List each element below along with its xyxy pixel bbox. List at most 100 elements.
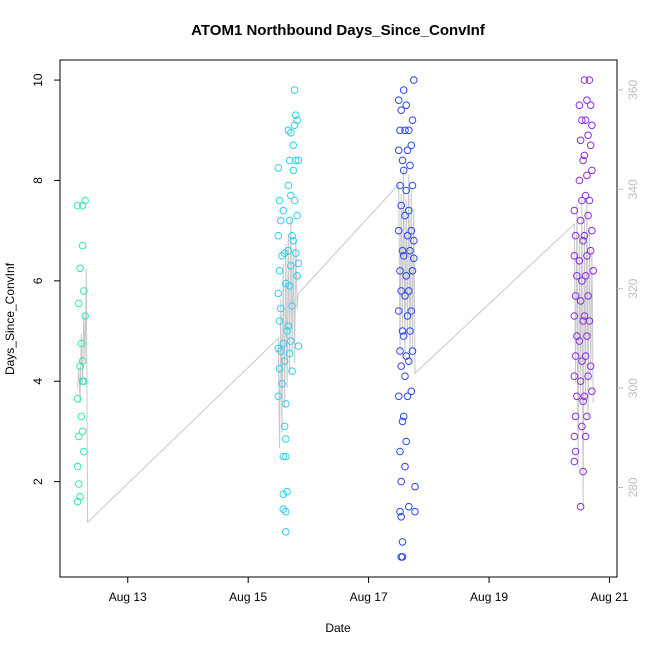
data-point bbox=[73, 201, 82, 210]
x-axis-label: Date bbox=[325, 621, 351, 635]
data-point bbox=[399, 86, 408, 94]
data-point bbox=[77, 412, 86, 421]
data-point bbox=[80, 287, 88, 295]
data-point bbox=[397, 201, 406, 210]
data-point bbox=[576, 377, 585, 386]
data-point bbox=[399, 332, 408, 340]
data-point bbox=[581, 272, 590, 280]
data-point bbox=[588, 121, 596, 130]
data-point bbox=[401, 292, 409, 300]
data-point bbox=[578, 422, 586, 431]
data-point bbox=[405, 126, 413, 135]
data-point bbox=[397, 477, 406, 486]
data-point bbox=[398, 553, 407, 561]
data-point bbox=[280, 357, 289, 366]
data-point bbox=[571, 352, 580, 360]
data-point bbox=[405, 357, 413, 366]
data-point bbox=[579, 467, 587, 476]
data-point bbox=[571, 292, 580, 300]
data-point bbox=[274, 231, 283, 240]
data-point bbox=[293, 116, 301, 124]
data-point bbox=[279, 452, 288, 461]
data-point bbox=[584, 211, 592, 220]
data-point bbox=[278, 380, 286, 388]
data-point bbox=[288, 367, 296, 376]
data-point bbox=[408, 116, 417, 124]
data-point bbox=[586, 101, 595, 109]
data-point bbox=[289, 236, 298, 245]
data-point bbox=[585, 196, 594, 205]
y-axis-label: Days_Since_ConvInf bbox=[3, 262, 17, 375]
data-point bbox=[292, 156, 300, 165]
data-point bbox=[579, 156, 587, 165]
data-point bbox=[75, 432, 83, 441]
data-point bbox=[578, 277, 586, 285]
data-point bbox=[575, 257, 584, 265]
data-point bbox=[575, 101, 584, 109]
data-point bbox=[583, 96, 591, 104]
data-point bbox=[570, 457, 579, 466]
data-point bbox=[571, 447, 580, 456]
data-point bbox=[405, 206, 413, 215]
data-point bbox=[279, 490, 288, 499]
data-point bbox=[410, 76, 418, 84]
data-point bbox=[580, 392, 589, 401]
data-point bbox=[398, 246, 407, 255]
data-point bbox=[284, 181, 293, 190]
data-point bbox=[279, 206, 288, 215]
data-point bbox=[397, 513, 406, 521]
data-point bbox=[570, 432, 579, 441]
data-point bbox=[571, 231, 580, 240]
data-point bbox=[407, 141, 416, 150]
data-point bbox=[579, 236, 587, 245]
data-point bbox=[394, 392, 403, 401]
data-point bbox=[583, 252, 591, 260]
data-point bbox=[394, 226, 403, 235]
data-point bbox=[290, 196, 299, 205]
data-point bbox=[403, 392, 412, 401]
data-point bbox=[401, 126, 409, 135]
data-point bbox=[571, 412, 580, 421]
data-point bbox=[576, 136, 585, 145]
data-point bbox=[81, 312, 89, 320]
data-point bbox=[581, 191, 590, 200]
data-point bbox=[573, 392, 581, 401]
data-point bbox=[294, 342, 303, 350]
data-point bbox=[293, 211, 301, 220]
data-point bbox=[275, 267, 284, 275]
data-point bbox=[576, 216, 585, 225]
data-point bbox=[398, 417, 407, 426]
data-point bbox=[399, 166, 408, 175]
data-point bbox=[407, 387, 416, 396]
data-point bbox=[287, 262, 295, 270]
data-point bbox=[274, 164, 283, 172]
data-point bbox=[274, 392, 283, 401]
data-point bbox=[578, 116, 586, 124]
data-point bbox=[399, 252, 408, 260]
data-point bbox=[292, 249, 300, 257]
data-point bbox=[282, 435, 290, 443]
data-point bbox=[401, 211, 409, 220]
data-point bbox=[73, 462, 82, 471]
data-point bbox=[397, 287, 406, 295]
data-point bbox=[282, 452, 290, 461]
data-point bbox=[397, 106, 406, 114]
data-point bbox=[405, 287, 413, 295]
data-point bbox=[586, 362, 595, 371]
data-point bbox=[585, 76, 594, 84]
data-point bbox=[80, 447, 88, 456]
data-point bbox=[292, 111, 300, 119]
y2-tick-label: 360 bbox=[626, 79, 640, 99]
data-point bbox=[285, 349, 294, 358]
x-tick-label: Aug 19 bbox=[470, 590, 508, 604]
data-point bbox=[581, 352, 590, 360]
data-point bbox=[576, 502, 585, 511]
data-point bbox=[576, 297, 585, 305]
data-point bbox=[288, 302, 296, 310]
y-tick-label: 4 bbox=[31, 378, 45, 385]
data-point bbox=[399, 412, 408, 421]
data-point bbox=[583, 412, 591, 421]
data-point bbox=[408, 181, 417, 190]
data-point bbox=[403, 231, 412, 240]
